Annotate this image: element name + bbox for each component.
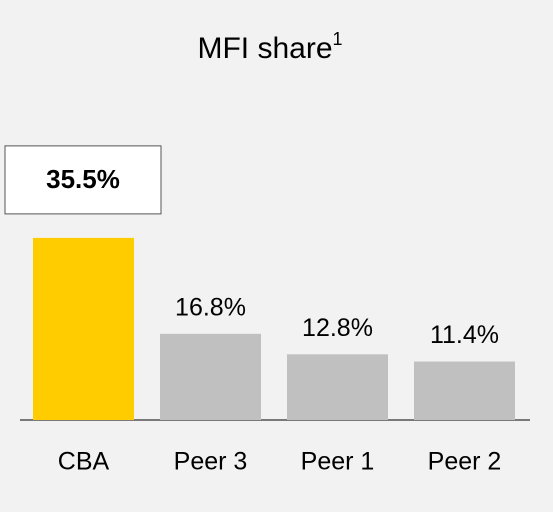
- value-label: 11.4%: [430, 321, 499, 349]
- x-tick-label: Peer 1: [301, 448, 375, 476]
- value-label: 35.5%: [46, 164, 120, 194]
- value-label: 16.8%: [175, 293, 246, 321]
- value-label: 12.8%: [302, 314, 373, 342]
- title-footnote: 1: [333, 29, 343, 49]
- bar: [414, 361, 515, 420]
- x-tick-label: CBA: [58, 448, 110, 476]
- bar: [33, 237, 134, 420]
- chart-title: MFI share1: [197, 29, 342, 65]
- bar: [160, 333, 261, 420]
- x-tick-label: Peer 3: [174, 448, 248, 476]
- bar: [287, 354, 388, 420]
- title-text: MFI share: [197, 32, 332, 65]
- x-tick-label: Peer 2: [428, 448, 502, 476]
- value-label-box: [4, 145, 162, 215]
